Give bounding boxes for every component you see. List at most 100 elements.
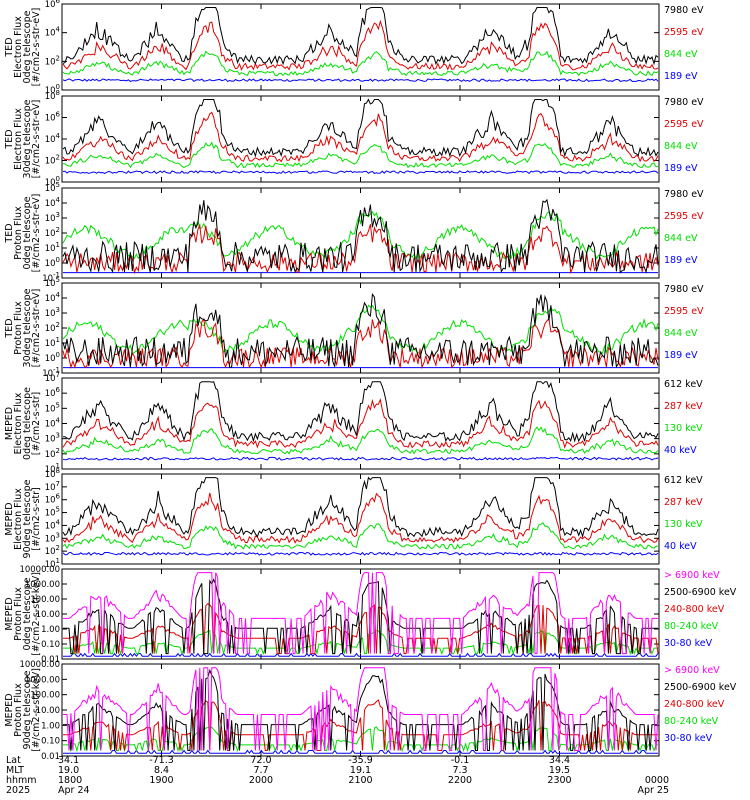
y-axis-label-line: 90deg telescope bbox=[22, 479, 33, 558]
y-tick-label: 104 bbox=[45, 417, 61, 430]
legend-entry: 80-240 keV bbox=[664, 621, 719, 632]
legend-entry: 40 keV bbox=[664, 541, 697, 552]
x-row-label: MLT bbox=[6, 765, 24, 776]
legend-entry: 844 eV bbox=[664, 328, 698, 339]
y-axis-label-line: [#/cm2-s-str-eV] bbox=[31, 8, 42, 87]
legend-entry: 30-80 keV bbox=[664, 638, 713, 649]
legend-entry: 844 eV bbox=[664, 233, 698, 244]
x-tick-value: 34.1 bbox=[58, 755, 79, 766]
legend-entry: 189 eV bbox=[664, 163, 698, 174]
y-axis-label-line: [#/cm2-s-str-keV] bbox=[31, 572, 42, 656]
series-line-blue bbox=[62, 551, 659, 556]
y-tick-label: 100.00 bbox=[30, 691, 60, 701]
legend-entry: 30-80 keV bbox=[664, 733, 713, 744]
series-line-green bbox=[62, 141, 659, 169]
panel-8: 0.01 0.10 1.00 10.00 100.00 1000.00 10000.00 ME… bbox=[4, 660, 737, 762]
legend-entry: > 6900 keV bbox=[664, 665, 720, 676]
legend-entry: 844 eV bbox=[664, 49, 698, 60]
legend-entry: 2595 eV bbox=[664, 119, 704, 130]
legend-entry: 2595 eV bbox=[664, 306, 704, 317]
x-tick-value: 72.0 bbox=[250, 755, 271, 766]
y-axis-label-line: TED bbox=[4, 37, 15, 57]
x-tick-value: Apr 25 bbox=[637, 785, 669, 796]
series-line-red bbox=[62, 19, 659, 71]
y-tick-label: 102 bbox=[45, 54, 60, 67]
x-tick-value: -0.1 bbox=[451, 755, 470, 766]
y-axis-label-line: [#/cm2-s-str] bbox=[31, 487, 42, 550]
legend-entry: 40 keV bbox=[664, 445, 697, 456]
series-line-black bbox=[62, 381, 659, 443]
series-line-blue bbox=[62, 78, 659, 83]
legend-entry: 80-240 keV bbox=[664, 716, 719, 727]
y-tick-label: 10000.00 bbox=[19, 565, 60, 575]
y-axis-label-line: 30deg telescope bbox=[22, 99, 33, 178]
y-tick-label: 100.00 bbox=[30, 595, 60, 605]
y-tick-label: 104 bbox=[45, 291, 61, 304]
y-tick-label: 10.00 bbox=[36, 610, 60, 620]
x-tick-value: 2100 bbox=[348, 775, 372, 786]
series-line-red bbox=[63, 699, 658, 751]
y-axis-label-line: Electron Flux bbox=[13, 108, 24, 170]
y-tick-label: 0.01 bbox=[41, 655, 60, 665]
series-line-magenta bbox=[63, 667, 659, 751]
y-tick-label: 104 bbox=[45, 26, 61, 39]
series-line-black bbox=[62, 198, 659, 274]
y-axis-label-line: Electron Flux bbox=[13, 392, 24, 454]
legend-entry: 240-800 keV bbox=[664, 604, 725, 615]
y-axis-label-line: Electron Flux bbox=[13, 16, 24, 78]
panel-7: 0.01 0.10 1.00 10.00 100.00 1000.00 10000.00 ME… bbox=[4, 565, 737, 665]
y-tick-label: 1.00 bbox=[41, 721, 60, 731]
series-line-blue bbox=[62, 170, 659, 175]
y-tick-label: 102 bbox=[45, 447, 60, 460]
y-tick-label: 103 bbox=[45, 432, 60, 445]
y-axis-label-line: Proton Flux bbox=[13, 206, 24, 260]
series-line-red bbox=[63, 602, 659, 655]
series-line-green bbox=[62, 211, 659, 260]
y-tick-label: 104 bbox=[45, 196, 61, 209]
y-tick-label: 101 bbox=[45, 336, 60, 349]
y-tick-label: 10000.00 bbox=[19, 660, 60, 670]
x-row-label: Lat bbox=[6, 755, 21, 766]
series-line-black bbox=[63, 668, 658, 751]
y-tick-label: 103 bbox=[45, 306, 60, 319]
y-tick-label: 10.00 bbox=[36, 706, 60, 716]
y-axis-label-line: 0deg telescope bbox=[22, 577, 33, 650]
legend-entry: 844 eV bbox=[664, 141, 698, 152]
series-line-black bbox=[62, 292, 659, 369]
panel-frame bbox=[61, 473, 660, 565]
legend-entry: 7980 eV bbox=[664, 189, 704, 200]
series-line-green bbox=[62, 50, 659, 77]
y-tick-label: 0.10 bbox=[41, 737, 60, 747]
x-tick-value: 0000 bbox=[645, 775, 669, 786]
legend-entry: 7980 eV bbox=[664, 284, 704, 295]
y-axis-label-line: Proton Flux bbox=[13, 301, 24, 355]
x-tick-value: 2300 bbox=[547, 775, 571, 786]
y-tick-label: 0.01 bbox=[41, 752, 60, 762]
legend-entry: 287 keV bbox=[664, 497, 703, 508]
y-axis-label-line: TED bbox=[4, 223, 15, 243]
legend-entry: 189 eV bbox=[664, 350, 698, 361]
y-axis-label-line: [#/cm2-s-str-eV] bbox=[31, 100, 42, 179]
x-tick-value: 8.4 bbox=[154, 765, 169, 776]
x-tick-value: 34.4 bbox=[549, 755, 570, 766]
series-line-green bbox=[62, 426, 659, 455]
y-axis-label-line: MEPED bbox=[4, 693, 15, 726]
legend-entry: 130 keV bbox=[664, 519, 703, 530]
series-line-red bbox=[62, 317, 659, 370]
x-tick-value: 19.0 bbox=[58, 765, 79, 776]
y-axis-label-line: Electron Flux bbox=[13, 488, 24, 550]
x-tick-value: -35.9 bbox=[348, 755, 373, 766]
series-line-blue bbox=[63, 749, 658, 755]
y-axis-label-line: 90deg telescope bbox=[22, 670, 33, 749]
y-tick-label: 106 bbox=[45, 0, 61, 10]
series-line-black bbox=[62, 476, 659, 539]
legend-entry: > 6900 keV bbox=[664, 570, 720, 581]
y-tick-label: 102 bbox=[45, 544, 60, 557]
